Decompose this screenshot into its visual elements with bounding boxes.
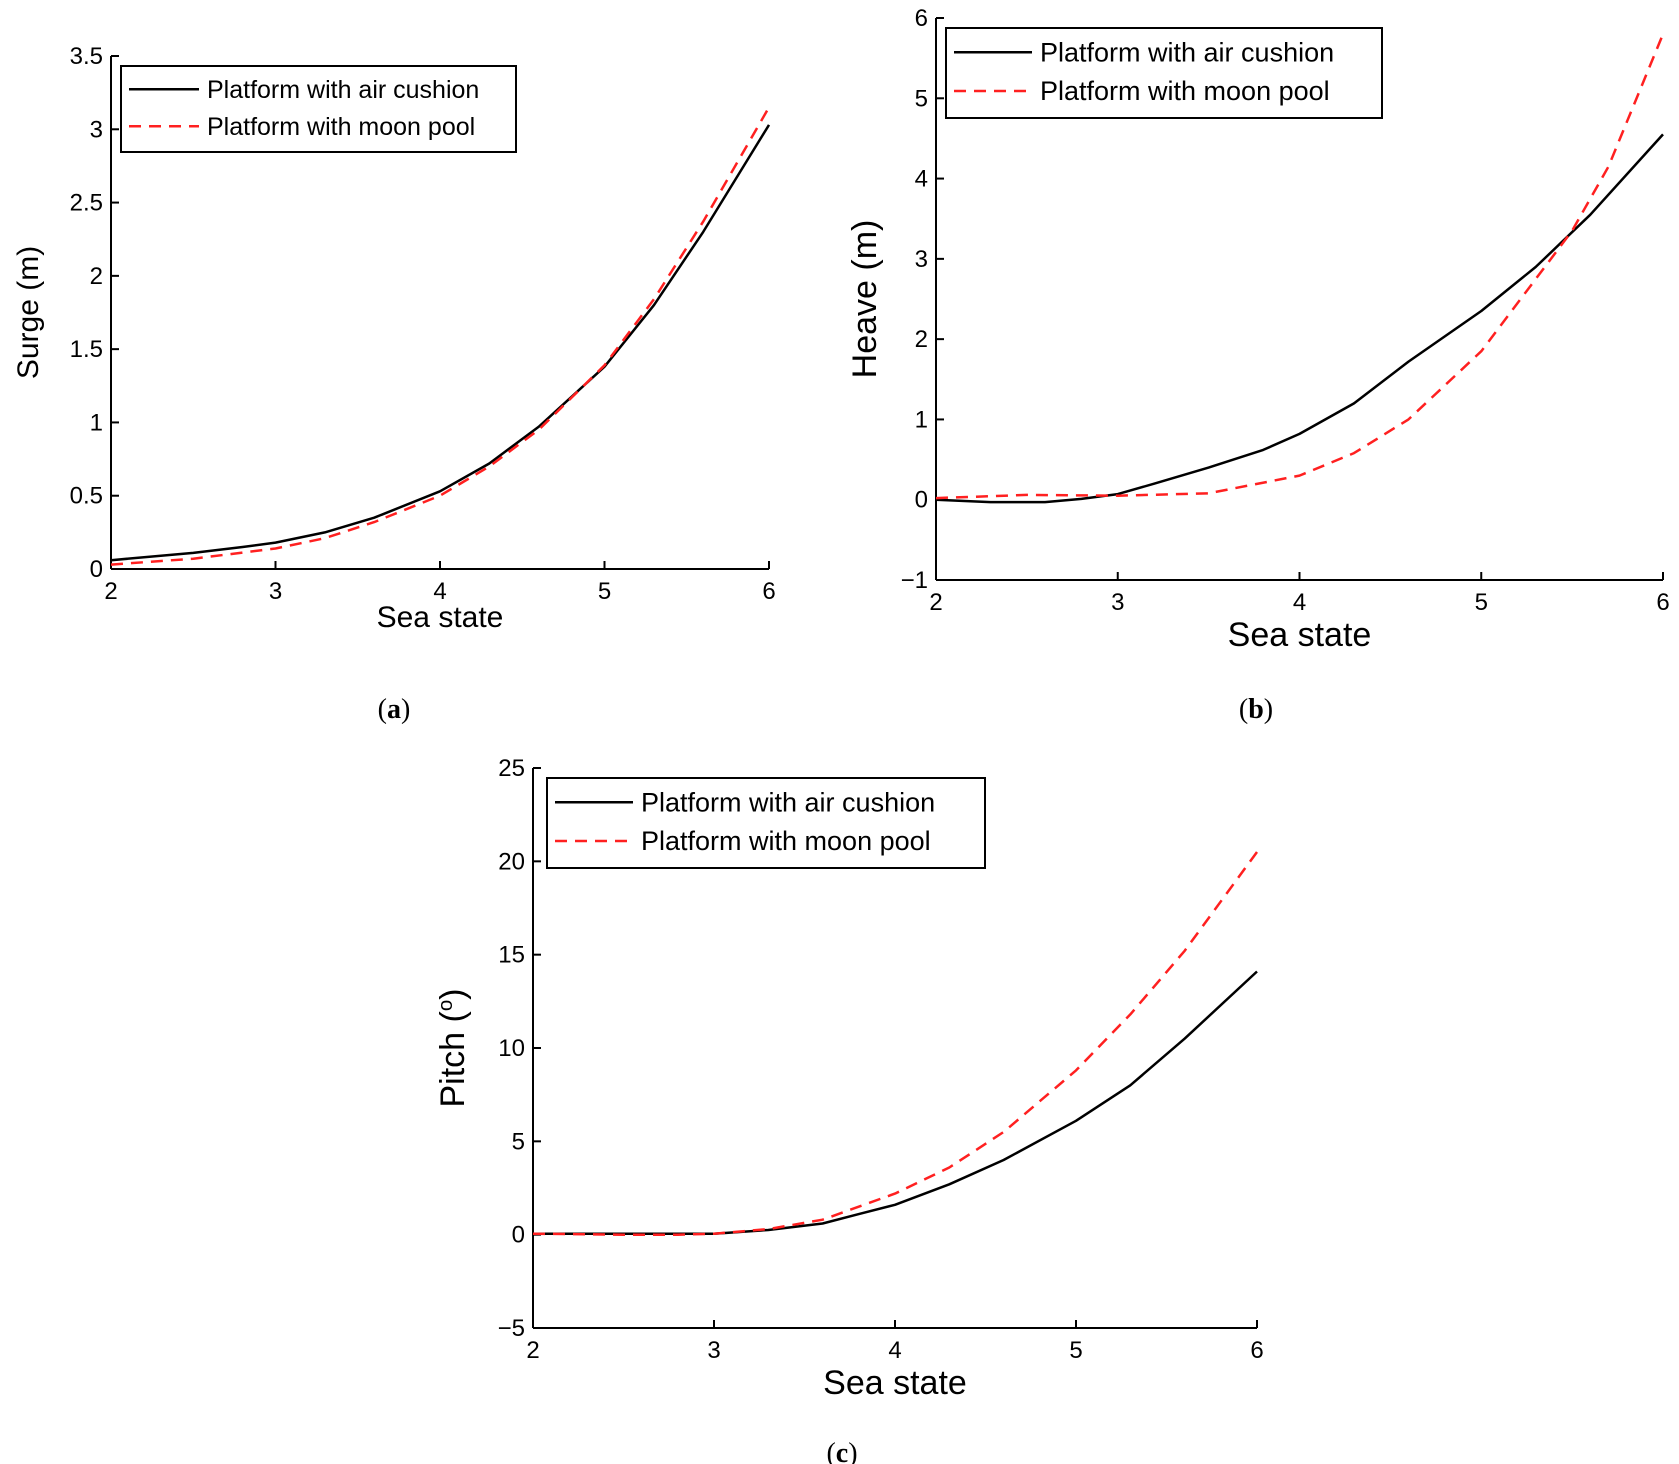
- x-tick-label: 2: [104, 578, 117, 605]
- caption-open: (: [1239, 694, 1248, 725]
- y-tick-label: 10: [498, 1035, 525, 1062]
- legend-box: [546, 777, 986, 869]
- series-line-moon-pool: [935, 33, 1665, 500]
- y-axis-label: Pitch (o): [434, 988, 472, 1107]
- panel-caption: (b): [1239, 694, 1273, 725]
- x-tick-label: 3: [269, 578, 282, 605]
- x-tick-label: 4: [433, 578, 446, 605]
- x-tick-label: 6: [762, 578, 775, 605]
- y-tick-label: 4: [915, 166, 928, 193]
- y-tick-label: 0.5: [70, 483, 103, 510]
- y-tick-label: 2: [915, 326, 928, 353]
- y-tick-label: −1: [901, 567, 928, 594]
- legend-entry: Platform with moon pool: [1040, 76, 1330, 106]
- y-tick-label: −5: [498, 1315, 525, 1342]
- y-tick-label: 25: [498, 755, 525, 782]
- y-axis-label: Heave (m): [846, 220, 884, 379]
- y-tick-label: 1: [90, 409, 103, 436]
- y-tick-label: 0: [90, 556, 103, 583]
- legend-entry: Platform with air cushion: [1040, 37, 1334, 67]
- legend-entry: Platform with air cushion: [641, 787, 935, 817]
- x-tick-label: 5: [1475, 589, 1488, 616]
- caption-close: ): [848, 1438, 857, 1464]
- y-axis-label-text: Surge (m): [12, 246, 45, 379]
- x-tick-label: 6: [1250, 1337, 1263, 1364]
- x-axis-label: Sea state: [1228, 616, 1372, 654]
- legend-box: [945, 27, 1383, 119]
- legend-entry: Platform with moon pool: [641, 826, 931, 856]
- caption-close: ): [1264, 694, 1273, 725]
- x-tick-label: 3: [707, 1337, 720, 1364]
- y-tick-label: 3: [90, 116, 103, 143]
- legend-entry: Platform with air cushion: [207, 76, 479, 104]
- legend: Platform with air cushion Platform with m…: [546, 777, 986, 869]
- series-line-moon-pool: [110, 106, 771, 566]
- x-axis-label: Sea state: [823, 1364, 967, 1402]
- y-tick-label: 0: [915, 487, 928, 514]
- panel-caption: (c): [826, 1438, 857, 1464]
- y-axis-label-superscript: o: [435, 1000, 457, 1011]
- legend-entry: Platform with moon pool: [207, 113, 475, 141]
- legend: Platform with air cushion Platform with m…: [945, 27, 1383, 119]
- x-tick-label: 4: [888, 1337, 901, 1364]
- legend: Platform with air cushion Platform with m…: [120, 65, 517, 153]
- x-tick-label: 4: [1293, 589, 1306, 616]
- y-axis-label-text: Pitch (: [434, 1010, 472, 1107]
- y-tick-label: 5: [512, 1128, 525, 1155]
- caption-open: (: [826, 1438, 835, 1464]
- y-tick-label: 3: [915, 246, 928, 273]
- chart-b: 2 3 4 5 6 −1 0 1 2 3 4 5 6 Sea state Heave (m) Platform…: [846, 5, 1670, 725]
- x-tick-label: 5: [598, 578, 611, 605]
- y-tick-label: 2.5: [70, 190, 103, 217]
- y-tick-label: 1.5: [70, 336, 103, 363]
- caption-letter: b: [1248, 694, 1264, 725]
- y-tick-label: 5: [915, 85, 928, 112]
- y-tick-label: 20: [498, 848, 525, 875]
- y-axis-label: Surge (m): [12, 246, 45, 379]
- y-axis-label-close: ): [434, 988, 472, 999]
- chart-c: 2 3 4 5 6 −5 0 5 10 15 20 25 Sea state Pitch (o) Platf…: [434, 755, 1264, 1464]
- x-axis-label: Sea state: [377, 601, 504, 634]
- y-tick-label: 6: [915, 5, 928, 32]
- series-line-moon-pool: [532, 851, 1259, 1236]
- panel-caption: (a): [378, 694, 411, 725]
- caption-letter: a: [387, 694, 401, 725]
- legend-box: [120, 65, 517, 153]
- chart-a: 2 3 4 5 6 0 0.5 1 1.5 2 2.5 3 3.5 Sea state Surge (m) P…: [12, 43, 776, 725]
- caption-letter: c: [836, 1438, 848, 1464]
- y-tick-label: 15: [498, 942, 525, 969]
- x-tick-label: 2: [929, 589, 942, 616]
- caption-close: ): [401, 694, 410, 725]
- series-line-air-cushion: [935, 133, 1664, 504]
- x-tick-label: 5: [1069, 1337, 1082, 1364]
- y-tick-label: 3.5: [70, 43, 103, 70]
- y-tick-label: 0: [512, 1222, 525, 1249]
- caption-open: (: [378, 694, 387, 725]
- series-line-air-cushion: [110, 124, 771, 562]
- y-axis-label-text: Heave (m): [846, 220, 884, 379]
- y-tick-label: 2: [90, 263, 103, 290]
- y-tick-label: 1: [915, 406, 928, 433]
- x-tick-label: 2: [526, 1337, 539, 1364]
- x-tick-label: 3: [1111, 589, 1124, 616]
- x-tick-label: 6: [1656, 589, 1669, 616]
